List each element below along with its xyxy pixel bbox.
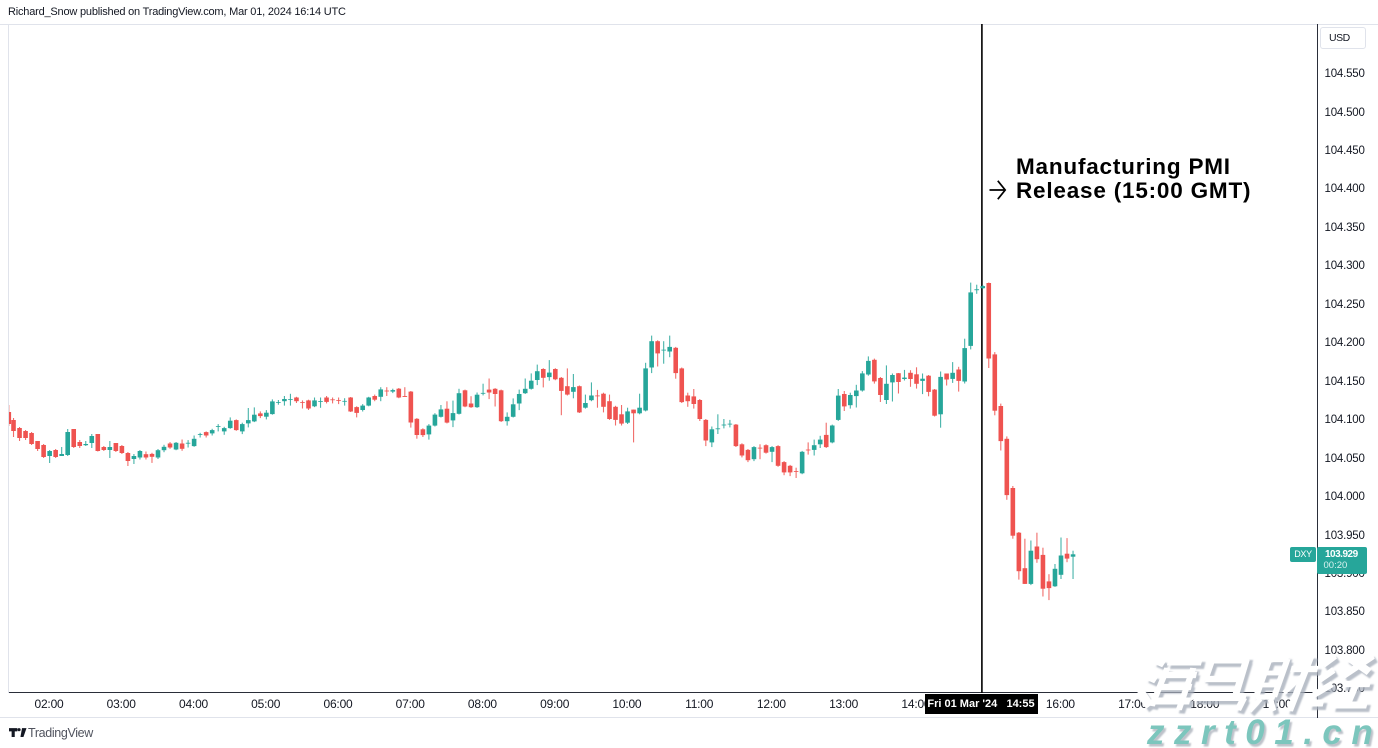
svg-text:zzrt01.cn: zzrt01.cn [1146,713,1378,748]
